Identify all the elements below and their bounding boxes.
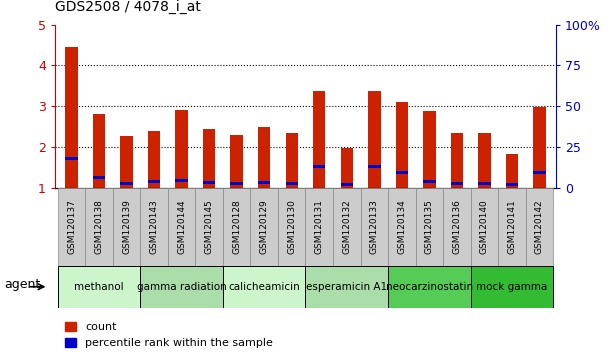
Bar: [93, 176, 105, 179]
Text: GSM120130: GSM120130: [287, 199, 296, 254]
Text: GSM120145: GSM120145: [205, 199, 214, 254]
Bar: [258, 127, 271, 188]
Bar: [223, 188, 251, 266]
Text: GSM120142: GSM120142: [535, 199, 544, 254]
Bar: [313, 165, 326, 168]
Bar: [230, 182, 243, 185]
Bar: [148, 180, 160, 183]
Text: esperamicin A1: esperamicin A1: [306, 282, 387, 292]
Bar: [415, 188, 443, 266]
Bar: [423, 180, 436, 183]
Bar: [113, 188, 141, 266]
Bar: [285, 133, 298, 188]
Bar: [203, 181, 215, 184]
Bar: [451, 182, 463, 185]
Text: GSM120129: GSM120129: [260, 199, 269, 254]
Text: GSM120133: GSM120133: [370, 199, 379, 254]
Bar: [230, 135, 243, 188]
Bar: [65, 47, 78, 188]
Bar: [498, 188, 525, 266]
Bar: [368, 91, 381, 188]
Bar: [306, 188, 333, 266]
Bar: [533, 171, 546, 173]
Text: methanol: methanol: [74, 282, 124, 292]
Text: agent: agent: [4, 278, 41, 291]
Legend: count, percentile rank within the sample: count, percentile rank within the sample: [60, 317, 277, 353]
Bar: [258, 181, 271, 184]
Bar: [360, 188, 388, 266]
Bar: [478, 182, 491, 185]
Text: GSM120128: GSM120128: [232, 199, 241, 254]
Bar: [141, 188, 168, 266]
Text: GSM120144: GSM120144: [177, 199, 186, 254]
Bar: [470, 266, 553, 308]
Bar: [451, 133, 463, 188]
Bar: [478, 133, 491, 188]
Text: gamma radiation: gamma radiation: [137, 282, 227, 292]
Text: GSM120131: GSM120131: [315, 199, 324, 254]
Text: calicheamicin: calicheamicin: [229, 282, 300, 292]
Bar: [285, 182, 298, 185]
Bar: [396, 171, 408, 174]
Bar: [443, 188, 470, 266]
Bar: [168, 188, 196, 266]
Bar: [470, 188, 498, 266]
Bar: [251, 188, 278, 266]
Bar: [278, 188, 306, 266]
Bar: [368, 165, 381, 168]
Text: GSM120132: GSM120132: [342, 199, 351, 254]
Bar: [175, 179, 188, 182]
Bar: [58, 188, 86, 266]
Text: GSM120140: GSM120140: [480, 199, 489, 254]
Bar: [333, 188, 360, 266]
Bar: [223, 266, 306, 308]
Bar: [141, 266, 223, 308]
Text: GSM120138: GSM120138: [95, 199, 103, 254]
Text: GSM120135: GSM120135: [425, 199, 434, 254]
Text: GSM120143: GSM120143: [150, 199, 159, 254]
Bar: [306, 266, 388, 308]
Text: GDS2508 / 4078_i_at: GDS2508 / 4078_i_at: [55, 0, 201, 14]
Bar: [506, 183, 518, 186]
Text: GSM120141: GSM120141: [508, 199, 516, 254]
Bar: [313, 91, 326, 188]
Bar: [396, 102, 408, 188]
Bar: [93, 114, 105, 188]
Text: GSM120139: GSM120139: [122, 199, 131, 254]
Bar: [340, 148, 353, 188]
Text: neocarzinostatin: neocarzinostatin: [386, 282, 473, 292]
Bar: [58, 266, 141, 308]
Bar: [506, 154, 518, 188]
Bar: [196, 188, 223, 266]
Bar: [175, 110, 188, 188]
Bar: [388, 188, 415, 266]
Text: GSM120136: GSM120136: [452, 199, 461, 254]
Text: GSM120134: GSM120134: [397, 199, 406, 254]
Bar: [388, 266, 470, 308]
Bar: [340, 183, 353, 186]
Bar: [148, 131, 160, 188]
Bar: [86, 188, 113, 266]
Bar: [120, 182, 133, 185]
Bar: [533, 107, 546, 188]
Text: GSM120137: GSM120137: [67, 199, 76, 254]
Text: mock gamma: mock gamma: [477, 282, 547, 292]
Bar: [423, 112, 436, 188]
Bar: [120, 136, 133, 188]
Bar: [525, 188, 553, 266]
Bar: [65, 157, 78, 160]
Bar: [203, 129, 215, 188]
